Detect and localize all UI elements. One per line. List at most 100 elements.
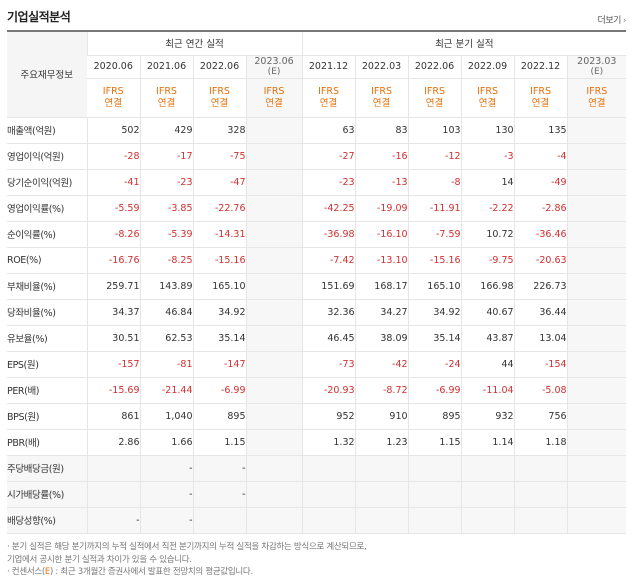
- table-cell: 34.37: [86, 299, 140, 326]
- table-cell: 143.89: [139, 273, 193, 300]
- period-label: 2021.06: [146, 60, 187, 72]
- table-row: PBR(배) 2.86 1.66 1.15 1.32 1.23 1.15 1.14 1.18: [7, 429, 627, 456]
- table-row: 유보율(%) 30.51 62.53 35.14 46.45 38.09 35.14 43.8…: [7, 325, 627, 352]
- table-row: 부채비율(%) 259.71 143.89 165.10 151.69 168.17 165…: [7, 273, 627, 300]
- footnotes: · 분기 실적은 해당 분기까지의 누적 실적에서 직전 분기까지의 누적 실적…: [7, 541, 626, 579]
- row-label: ROE(%): [7, 247, 87, 274]
- table-cell: -3: [460, 143, 515, 170]
- period-label: 2021.12: [308, 60, 349, 72]
- consolidated-label: 연결: [478, 97, 497, 109]
- ifrs-label: IFRS: [318, 85, 339, 97]
- period-header: 2022.12: [513, 55, 568, 79]
- table-cell: -7.42: [301, 247, 356, 274]
- period-header: 2021.06: [139, 55, 193, 79]
- table-cell: -2.86: [513, 195, 568, 222]
- table-cell: -9.75: [460, 247, 515, 274]
- table-cell: [460, 507, 515, 534]
- ifrs-header: IFRS 연결: [192, 78, 246, 118]
- table-cell: [460, 455, 515, 482]
- period-header: 2023.06 (E): [245, 55, 303, 79]
- table-cell: [407, 481, 462, 508]
- consolidated-label: 연결: [265, 97, 283, 109]
- table-cell: [354, 507, 409, 534]
- table-cell: -157: [86, 351, 140, 378]
- ifrs-header: IFRS 연결: [301, 78, 356, 118]
- table-cell: -22.76: [192, 195, 246, 222]
- table-cell: 30.51: [86, 325, 140, 352]
- table-row: 당좌비율(%) 34.37 46.84 34.92 32.36 34.27 34.92 40.…: [7, 299, 627, 326]
- table-cell: [86, 455, 140, 482]
- table-cell: 34.92: [407, 299, 462, 326]
- ifrs-header: IFRS 연결: [87, 78, 140, 118]
- ifrs-header: IFRS 연결: [513, 78, 568, 118]
- table-cell: 895: [407, 403, 462, 430]
- table-cell: 40.67: [460, 299, 515, 326]
- table-cell: -36.98: [301, 221, 356, 248]
- ifrs-label: IFRS: [424, 85, 445, 97]
- footnote-line: · 분기 실적은 해당 분기까지의 누적 실적에서 직전 분기까지의 누적 실적…: [7, 542, 367, 552]
- table-cell: [407, 507, 462, 534]
- label-column-header: 주요재무정보: [7, 31, 87, 118]
- table-cell: [566, 351, 627, 378]
- ifrs-label: IFRS: [263, 85, 285, 97]
- period-header-row: 2020.06 2021.06 2022.06 2023.06 (E) 2021.12 20…: [7, 55, 627, 79]
- row-label: 유보율(%): [7, 325, 87, 352]
- row-label: EPS(원): [7, 351, 87, 378]
- table-cell: -8: [407, 169, 462, 196]
- row-label: 당기순이익(억원): [7, 169, 87, 196]
- table-row: 매출액(억원) 502 429 328 63 83 103 130 135: [7, 117, 627, 144]
- period-header: 2022.03: [354, 55, 409, 79]
- table-cell: [566, 481, 627, 508]
- ifrs-header: IFRS 연결: [460, 78, 515, 118]
- table-row: 당기순이익(억원) -41 -23 -47 -23 -13 -8 14 -49: [7, 169, 627, 196]
- table-cell: [245, 455, 303, 482]
- financial-summary-table: 주요재무정보 최근 연간 실적 최근 분기 실적 2020.06 2021.06 2…: [7, 30, 627, 534]
- table-cell: -16.10: [354, 221, 409, 248]
- table-cell: -36.46: [513, 221, 568, 248]
- table-cell: -49: [513, 169, 568, 196]
- period-header: 2022.06: [192, 55, 246, 79]
- more-link[interactable]: 더보기 ›: [598, 13, 627, 26]
- table-cell: 429: [139, 117, 193, 144]
- table-cell: 103: [407, 117, 462, 144]
- table-cell: 1.15: [407, 429, 462, 456]
- row-label: 부채비율(%): [7, 273, 87, 300]
- table-cell: 34.92: [192, 299, 246, 326]
- table-cell: [566, 117, 627, 144]
- table-cell: [86, 481, 140, 508]
- period-label: 2022.06: [199, 60, 240, 72]
- table-cell: 226.73: [513, 273, 568, 300]
- row-label: 영업이익률(%): [7, 195, 87, 222]
- table-cell: [566, 299, 627, 326]
- footnote-line: 기업에서 공시한 분기 실적과 차이가 있을 수 있습니다.: [7, 554, 192, 565]
- table-cell: -15.69: [86, 377, 140, 404]
- table-cell: 2.86: [86, 429, 140, 456]
- table-cell: [566, 429, 627, 456]
- table-cell: -: [86, 507, 140, 534]
- table-cell: 43.87: [460, 325, 515, 352]
- table-cell: 32.36: [301, 299, 356, 326]
- row-label: 시가배당률(%): [7, 481, 87, 508]
- table-cell: [513, 455, 568, 482]
- row-label: 영업이익(억원): [7, 143, 87, 170]
- table-row: 주당배당금(원) - -: [7, 455, 627, 482]
- table-cell: 895: [192, 403, 246, 430]
- annual-group-header: 최근 연간 실적: [86, 31, 303, 56]
- row-label: 당좌비율(%): [7, 299, 87, 326]
- table-cell: -: [192, 455, 246, 482]
- table-cell: -47: [192, 169, 246, 196]
- table-cell: 952: [301, 403, 356, 430]
- table-cell: 1.18: [513, 429, 568, 456]
- table-cell: -75: [192, 143, 246, 170]
- table-cell: [245, 221, 303, 248]
- table-cell: 259.71: [86, 273, 140, 300]
- period-label: 2022.12: [520, 60, 561, 72]
- table-cell: 10.72: [460, 221, 515, 248]
- table-cell: -24: [407, 351, 462, 378]
- row-label: 순이익률(%): [7, 221, 87, 248]
- ifrs-label: IFRS: [209, 85, 230, 97]
- table-cell: -4: [513, 143, 568, 170]
- table-cell: [301, 455, 356, 482]
- table-cell: -6.99: [407, 377, 462, 404]
- table-cell: [566, 507, 627, 534]
